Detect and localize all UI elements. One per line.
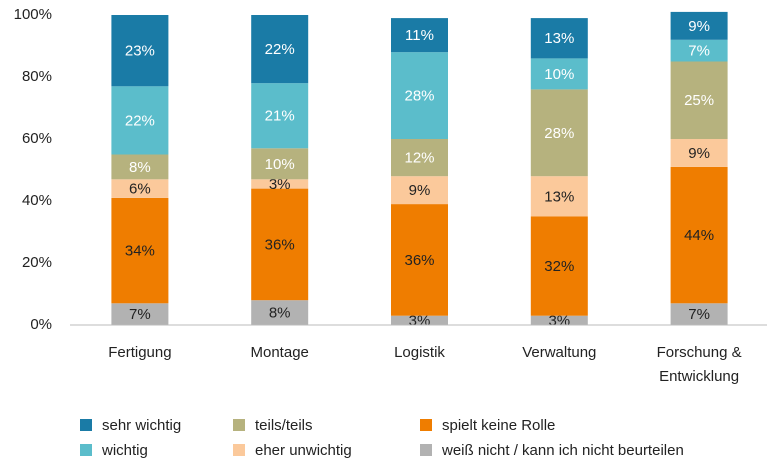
legend-label: sehr wichtig bbox=[102, 417, 181, 434]
value-label: 8% bbox=[129, 159, 151, 176]
value-label: 32% bbox=[544, 258, 574, 275]
legend-label: weiß nicht / kann ich nicht beurteilen bbox=[441, 442, 684, 459]
bar-segment bbox=[391, 204, 448, 316]
x-tick-label: Montage bbox=[251, 344, 309, 361]
bar-segment bbox=[530, 18, 588, 59]
y-tick-label: 0% bbox=[30, 316, 52, 333]
value-label: 34% bbox=[125, 243, 155, 260]
bar-segment bbox=[530, 216, 588, 316]
value-label: 9% bbox=[409, 182, 431, 199]
value-label: 23% bbox=[125, 43, 155, 60]
x-tick-label: Fertigung bbox=[108, 344, 171, 361]
value-label: 21% bbox=[265, 108, 295, 125]
legend-label: eher unwichtig bbox=[255, 442, 352, 459]
bar-segment bbox=[391, 176, 448, 205]
value-label: 12% bbox=[404, 150, 434, 167]
value-label: 22% bbox=[265, 41, 295, 58]
y-tick-label: 20% bbox=[22, 254, 52, 271]
value-label: 7% bbox=[688, 43, 710, 60]
bar-segment bbox=[530, 58, 588, 90]
bar-segment bbox=[670, 11, 728, 40]
legend-swatch bbox=[420, 444, 432, 456]
value-label: 22% bbox=[125, 112, 155, 129]
y-tick-label: 60% bbox=[22, 130, 52, 147]
bar-segment bbox=[251, 148, 309, 180]
value-label: 7% bbox=[688, 306, 710, 323]
bar-segment bbox=[391, 18, 448, 53]
y-tick-label: 40% bbox=[22, 192, 52, 209]
y-tick-label: 100% bbox=[14, 6, 52, 23]
value-label: 10% bbox=[544, 66, 574, 83]
legend-swatch bbox=[233, 419, 245, 431]
bar-segment bbox=[251, 83, 309, 149]
value-label: 36% bbox=[265, 236, 295, 253]
value-label: 28% bbox=[404, 88, 434, 105]
bar-segment bbox=[670, 139, 728, 167]
value-label: 28% bbox=[544, 125, 574, 142]
bar-segment bbox=[111, 197, 169, 304]
value-label: 7% bbox=[129, 306, 151, 323]
bar-segment bbox=[251, 179, 309, 189]
value-label: 8% bbox=[269, 305, 291, 322]
bar-segment bbox=[670, 39, 728, 62]
bar-segment bbox=[251, 15, 309, 84]
bar-segment bbox=[670, 61, 728, 139]
legend-label: teils/teils bbox=[255, 417, 313, 434]
bar-segment bbox=[670, 303, 728, 325]
legend-swatch bbox=[80, 419, 92, 431]
value-label: 9% bbox=[688, 18, 710, 35]
legend-swatch bbox=[420, 419, 432, 431]
bar-segment bbox=[251, 300, 309, 325]
value-label: 10% bbox=[265, 156, 295, 173]
bar-segment bbox=[251, 188, 309, 301]
value-label: 9% bbox=[688, 145, 710, 162]
legend-label: wichtig bbox=[101, 442, 148, 459]
legend-swatch bbox=[80, 444, 92, 456]
bar-segment bbox=[111, 179, 169, 198]
y-tick-label: 80% bbox=[22, 68, 52, 85]
value-label: 44% bbox=[684, 227, 714, 244]
bar-segment bbox=[111, 154, 169, 180]
x-tick-label: Forschung & Entwicklung bbox=[657, 344, 742, 385]
value-label: 11% bbox=[405, 27, 434, 44]
value-label: 6% bbox=[129, 181, 151, 198]
bar-segment bbox=[530, 89, 588, 177]
value-label: 13% bbox=[544, 188, 574, 205]
x-tick-label: Verwaltung bbox=[522, 344, 596, 361]
bar-segment bbox=[530, 315, 588, 325]
bar-segment bbox=[111, 303, 169, 325]
bar-segment bbox=[530, 176, 588, 217]
value-label: 3% bbox=[269, 176, 291, 193]
bar-segment bbox=[111, 86, 169, 155]
value-label: 13% bbox=[544, 30, 574, 47]
bar-segment bbox=[391, 139, 448, 177]
bar-segment bbox=[111, 15, 169, 87]
x-tick-label: Logistik bbox=[394, 344, 445, 361]
bar-segment bbox=[391, 52, 448, 140]
legend-label: spielt keine Rolle bbox=[442, 417, 555, 434]
value-label: 36% bbox=[404, 252, 434, 269]
value-label: 25% bbox=[684, 92, 714, 109]
legend-swatch bbox=[233, 444, 245, 456]
bar-segment bbox=[391, 315, 448, 325]
bar-segment bbox=[670, 166, 728, 304]
